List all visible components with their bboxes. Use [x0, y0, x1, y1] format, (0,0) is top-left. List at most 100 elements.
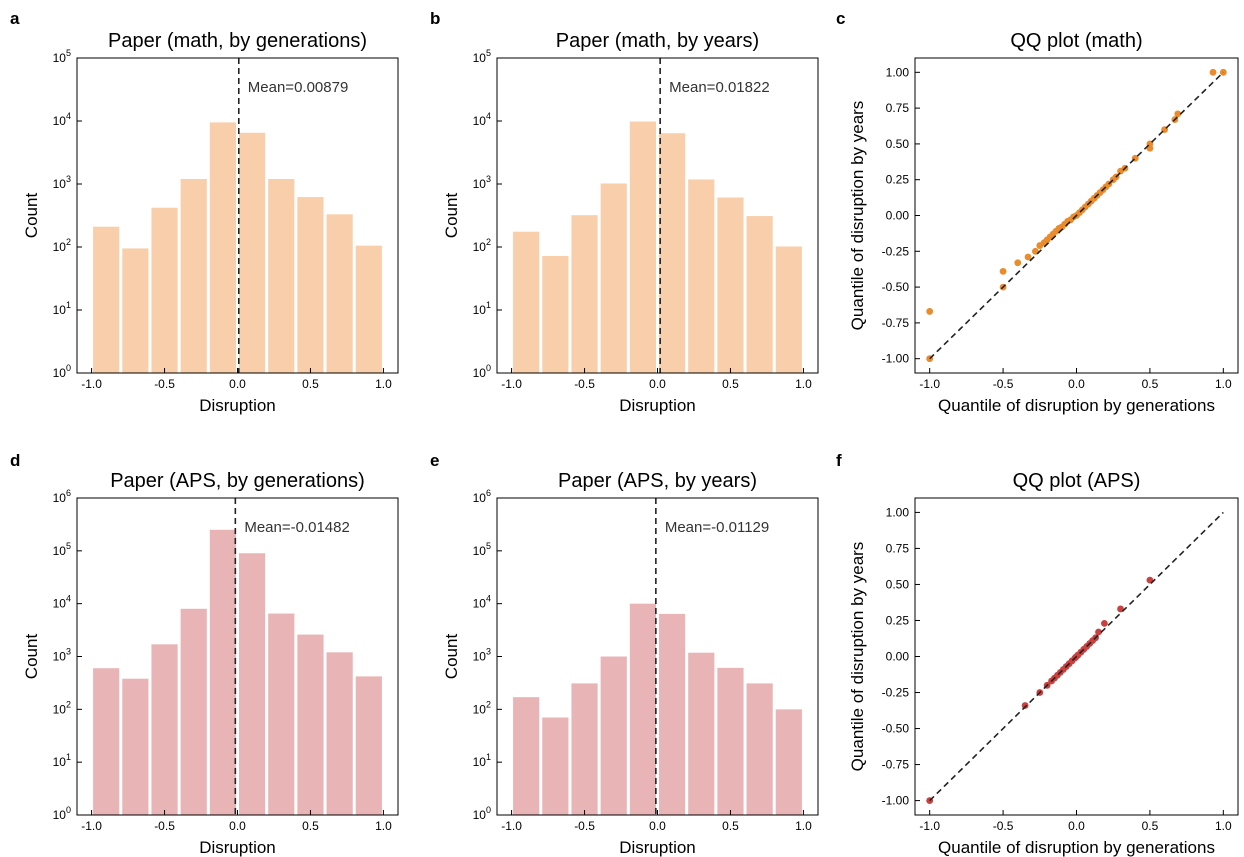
x-tick-label: -1.0	[919, 819, 940, 833]
histogram-bar	[776, 709, 802, 815]
histogram-bars	[93, 122, 382, 373]
panel-title: Paper (math, by generations)	[108, 30, 367, 52]
y-axis-label: Quantile of disruption by years	[848, 101, 867, 331]
panel-a: aPaper (math, by generations)Mean=0.0087…	[10, 9, 398, 415]
x-tick-label: -0.5	[574, 819, 595, 833]
histogram-bars	[93, 530, 382, 815]
x-tick-label: 1.0	[1215, 377, 1232, 391]
histogram-bar	[542, 256, 568, 373]
x-axis-label: Disruption	[199, 396, 276, 415]
x-tick-label: 0.5	[302, 377, 319, 391]
y-tick-label: 1.00	[886, 65, 910, 79]
y-tick-label: 100	[473, 805, 491, 822]
y-axis-ticks: 100 101 102 103 104 105 106	[53, 488, 82, 822]
y-axis-label: Count	[442, 634, 461, 680]
histogram-bar	[268, 179, 294, 373]
x-tick-label: 0.0	[649, 819, 666, 833]
y-tick-label: 0.50	[886, 577, 910, 591]
x-axis-label: Disruption	[619, 396, 696, 415]
mean-label: Mean=-0.01129	[665, 519, 769, 536]
histogram-bar	[93, 227, 119, 373]
x-axis-label: Disruption	[199, 838, 276, 857]
x-tick-label: -1.0	[501, 819, 522, 833]
x-tick-label: 0.0	[229, 819, 246, 833]
x-axis-label: Quantile of disruption by generations	[938, 396, 1215, 415]
histogram-bar	[181, 179, 207, 373]
y-axis-label: Count	[442, 193, 461, 239]
x-tick-label: 0.0	[1068, 819, 1085, 833]
y-tick-label: -0.75	[882, 316, 910, 330]
qq-point	[1000, 268, 1007, 275]
histogram-bars	[513, 122, 802, 373]
x-tick-label: 0.5	[302, 819, 319, 833]
y-axis-ticks: -1.00 -0.75 -0.50 -0.25 0.00 0.25 0.50 0.75 1.00	[882, 505, 920, 807]
histogram-bar	[717, 198, 743, 373]
y-tick-label: 0.75	[886, 541, 910, 555]
panel-letter: c	[836, 9, 845, 28]
y-tick-label: 105	[473, 48, 491, 65]
x-tick-label: 0.0	[649, 377, 666, 391]
x-tick-label: -0.5	[154, 819, 175, 833]
x-tick-label: 1.0	[795, 819, 812, 833]
y-tick-label: 105	[53, 48, 71, 65]
histogram-bar	[151, 208, 177, 373]
histogram-bar	[571, 215, 597, 373]
y-tick-label: 106	[473, 488, 491, 505]
y-axis-ticks: 100 101 102 103 104 105 106	[473, 488, 502, 822]
qq-point	[1210, 69, 1217, 76]
x-axis-label: Disruption	[619, 838, 696, 857]
x-tick-label: 1.0	[1215, 819, 1232, 833]
histogram-bar	[776, 246, 802, 373]
y-tick-label: 102	[473, 237, 491, 254]
y-tick-label: 0.25	[886, 613, 910, 627]
y-axis-ticks: 100101102103104105	[53, 48, 82, 380]
histogram-bar	[268, 614, 294, 815]
histogram-bar	[659, 614, 685, 815]
y-tick-label: 104	[473, 111, 491, 128]
histogram-bar	[601, 183, 627, 373]
mean-label: Mean=-0.01482	[244, 519, 350, 536]
y-tick-label: 105	[53, 541, 71, 558]
histogram-bar	[327, 214, 353, 373]
y-tick-label: 105	[473, 541, 491, 558]
histogram-bar	[151, 644, 177, 815]
histogram-bar	[513, 697, 539, 815]
histogram-bar	[630, 604, 656, 815]
y-tick-label: -0.25	[882, 686, 910, 700]
y-axis-ticks: -1.00 -0.75 -0.50 -0.25 0.00 0.25 0.50 0.75 1.00	[882, 65, 920, 365]
histogram-bar	[601, 657, 627, 816]
y-tick-label: -0.25	[882, 244, 910, 258]
histogram-bar	[297, 635, 323, 815]
y-tick-label: -0.75	[882, 758, 910, 772]
panel-letter: d	[10, 451, 20, 470]
x-axis-ticks: -1.0 -0.5 0.0 0.5 1.0	[919, 368, 1232, 391]
y-tick-label: 104	[473, 594, 491, 611]
x-tick-label: -1.0	[501, 377, 522, 391]
mean-label: Mean=0.01822	[669, 79, 770, 96]
y-tick-label: 100	[473, 363, 491, 380]
y-axis-label: Quantile of disruption by years	[848, 542, 867, 772]
histogram-bar	[688, 179, 714, 373]
y-tick-label: 103	[53, 174, 71, 191]
y-tick-label: 101	[473, 752, 491, 769]
panel-e: ePaper (APS, by years)Mean=-0.01129-1.0-…	[430, 451, 818, 857]
y-tick-label: 0.00	[886, 209, 910, 223]
panel-title: Paper (APS, by generations)	[110, 470, 365, 492]
y-tick-label: 103	[473, 647, 491, 664]
y-tick-label: -1.00	[882, 352, 910, 366]
qq-point	[1101, 620, 1108, 627]
histogram-bar	[571, 683, 597, 815]
y-tick-label: -0.50	[882, 722, 910, 736]
y-tick-label: 101	[53, 752, 71, 769]
y-axis-label: Count	[22, 193, 41, 239]
panel-title: Paper (APS, by years)	[558, 470, 757, 492]
mean-label: Mean=0.00879	[248, 79, 349, 96]
histogram-bar	[717, 668, 743, 815]
histogram-bar	[239, 553, 265, 815]
panel-d: d Paper (APS, by generations) Mean=-0.0148…	[10, 451, 398, 857]
panel-letter: f	[836, 451, 842, 470]
histogram-bars	[513, 604, 802, 815]
x-tick-label: 0.0	[1068, 377, 1085, 391]
qq-point	[1014, 259, 1021, 266]
